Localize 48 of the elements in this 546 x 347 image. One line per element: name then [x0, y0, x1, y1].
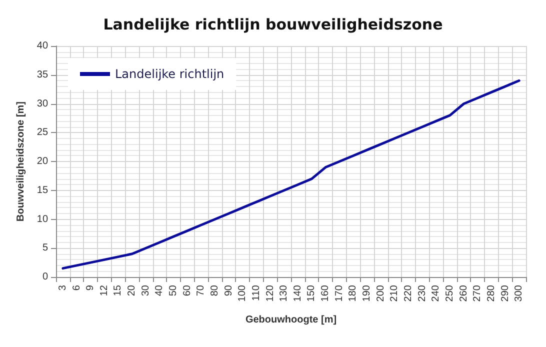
x-tick-label: 250: [444, 284, 456, 302]
x-tick-label: 300: [514, 284, 525, 302]
x-tick-label: 120: [264, 284, 276, 302]
line-series: [62, 79, 520, 270]
y-tick-label: 5: [42, 242, 48, 254]
x-tick-label: 20: [126, 284, 138, 296]
x-tick-label: 280: [486, 284, 497, 302]
y-tick-label: 10: [36, 214, 48, 225]
x-tick-label: 80: [209, 284, 220, 296]
y-tick-label: 35: [36, 69, 48, 80]
y-tick-label: 25: [36, 127, 48, 138]
x-tick-label: 60: [182, 284, 193, 296]
x-tick-label: 170: [334, 284, 345, 302]
x-tick-label: 110: [250, 284, 262, 301]
x-tick-label: 150: [306, 284, 318, 302]
legend-label: Landelijke richtlijn: [115, 67, 224, 81]
x-tick-label: 3: [57, 284, 68, 291]
x-tick-label: 180: [348, 284, 359, 302]
y-tick-label: 0: [42, 272, 48, 282]
x-tick-label: 30: [140, 284, 152, 296]
x-tick-label: 40: [154, 284, 166, 296]
x-tick-label: 90: [223, 284, 234, 296]
x-tick-label: 260: [458, 284, 470, 302]
y-tick-label: 15: [36, 184, 48, 196]
x-tick-label: 15: [112, 284, 124, 296]
chart-title: Landelijke richtlijn bouwveiligheidszone: [103, 16, 443, 34]
x-tick-label: 9: [85, 284, 96, 291]
x-tick-label: 160: [320, 284, 332, 302]
x-tick-label: 210: [389, 284, 400, 302]
x-tick-label: 200: [375, 284, 386, 302]
y-tick-label: 20: [36, 156, 48, 167]
x-tick-label: 190: [362, 284, 373, 302]
x-tick-label: 140: [292, 284, 304, 302]
x-tick-label: 230: [416, 284, 428, 302]
y-tick-label: 30: [36, 98, 48, 110]
x-axis-title: Gebouwhoogte [m]: [245, 314, 337, 326]
y-tick-label: 40: [36, 40, 48, 52]
x-tick-label: 12: [98, 284, 110, 296]
x-tick-label: 6: [71, 284, 82, 291]
x-tick-label: 220: [403, 284, 414, 302]
x-tick-label: 270: [472, 284, 484, 302]
x-tick-label: 70: [196, 284, 207, 296]
x-tick-label: 50: [168, 284, 180, 296]
x-tick-label: 130: [278, 284, 290, 302]
x-tick-label: 240: [430, 284, 442, 302]
x-tick-label: 100: [237, 284, 248, 302]
x-tick-label: 290: [500, 284, 511, 302]
y-axis-title: Bouwveiligheidszone [m]: [16, 101, 26, 222]
